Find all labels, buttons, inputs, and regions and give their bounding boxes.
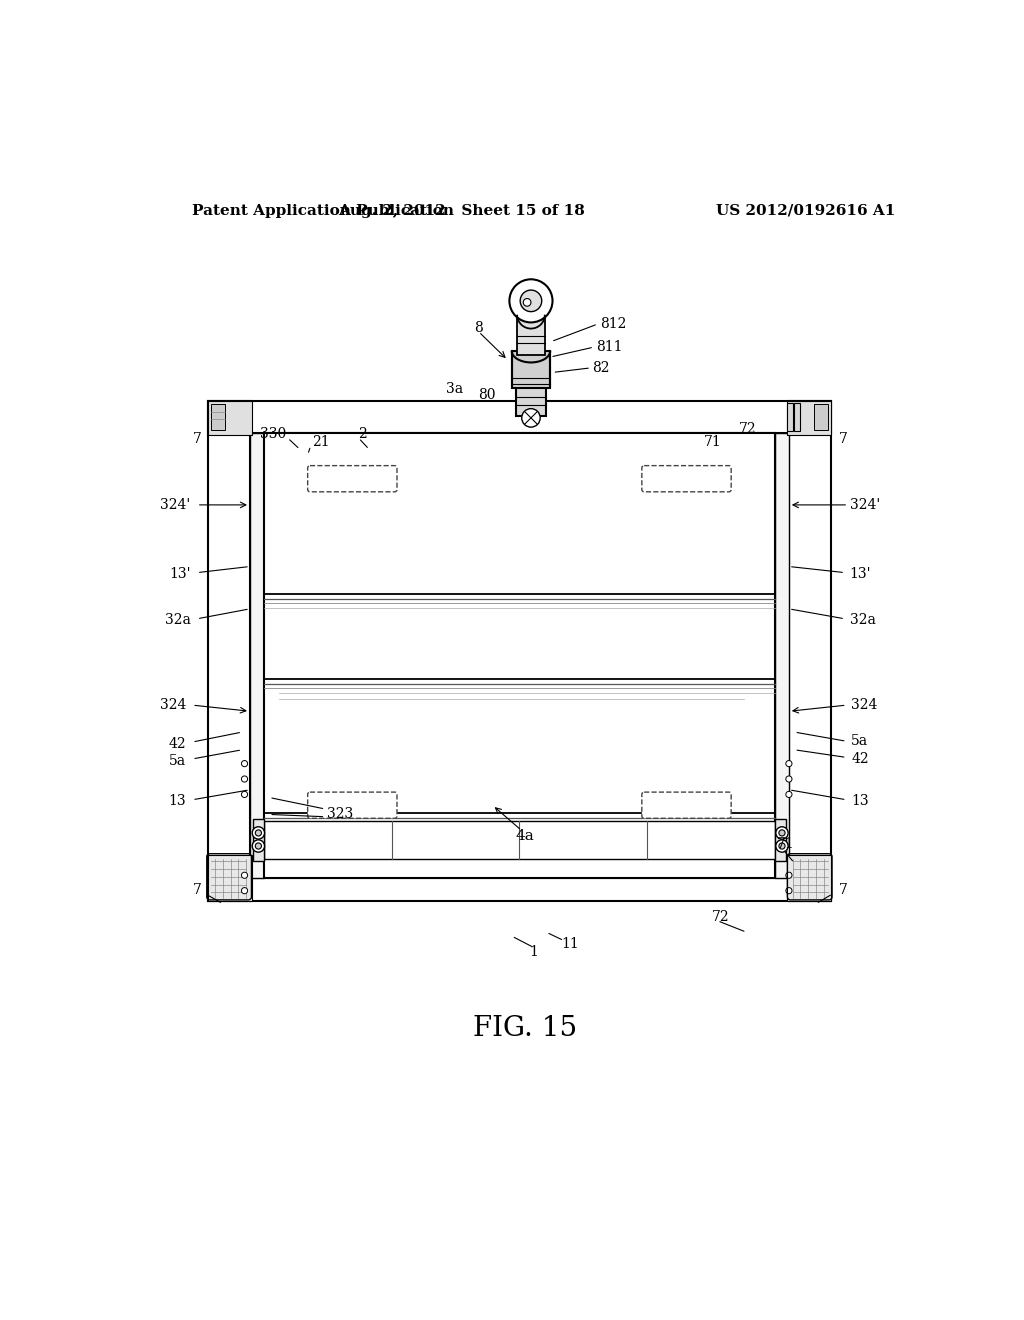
Bar — [788, 401, 831, 902]
Text: 13: 13 — [851, 795, 869, 808]
Bar — [208, 855, 252, 902]
Bar — [253, 818, 264, 861]
Text: 2: 2 — [358, 428, 368, 441]
Bar — [208, 401, 252, 434]
Bar — [264, 821, 775, 859]
Text: Aug. 2, 2012   Sheet 15 of 18: Aug. 2, 2012 Sheet 15 of 18 — [338, 203, 585, 218]
Text: 13: 13 — [168, 795, 186, 808]
Circle shape — [776, 826, 788, 840]
Text: US 2012/0192616 A1: US 2012/0192616 A1 — [716, 203, 895, 218]
Circle shape — [252, 840, 264, 853]
Text: 8: 8 — [474, 321, 483, 335]
Text: 82: 82 — [593, 360, 610, 375]
Text: 13': 13' — [169, 568, 190, 581]
Text: 1: 1 — [529, 945, 539, 958]
Circle shape — [242, 760, 248, 767]
FancyBboxPatch shape — [307, 792, 397, 818]
Text: 7: 7 — [193, 883, 202, 896]
Text: 7: 7 — [839, 433, 848, 446]
Circle shape — [785, 776, 792, 781]
Text: 324': 324' — [850, 498, 880, 512]
Bar — [775, 433, 788, 878]
Text: 11: 11 — [562, 937, 580, 950]
Circle shape — [242, 873, 248, 878]
Circle shape — [509, 280, 553, 322]
Text: 42: 42 — [851, 752, 869, 766]
Text: 72: 72 — [712, 909, 729, 924]
Text: 812: 812 — [600, 317, 627, 331]
Bar — [208, 878, 831, 902]
Circle shape — [520, 290, 542, 312]
Text: 5a: 5a — [169, 754, 186, 767]
Circle shape — [779, 830, 785, 836]
Text: 21: 21 — [312, 434, 330, 449]
Bar — [814, 404, 828, 430]
Text: 7: 7 — [839, 883, 848, 896]
Bar — [786, 404, 793, 430]
Text: Patent Application Publication: Patent Application Publication — [193, 203, 455, 218]
Text: 323: 323 — [327, 808, 353, 821]
Text: 324: 324 — [160, 698, 186, 711]
Text: 32a: 32a — [850, 614, 876, 627]
Circle shape — [521, 409, 541, 428]
Text: 72: 72 — [739, 422, 757, 437]
Circle shape — [242, 776, 248, 781]
Circle shape — [523, 298, 531, 306]
Circle shape — [255, 843, 261, 849]
Bar — [208, 401, 831, 433]
Bar — [795, 404, 801, 430]
Text: 330: 330 — [260, 428, 286, 441]
Bar — [515, 385, 547, 416]
Bar — [512, 351, 550, 388]
Text: 71: 71 — [705, 434, 722, 449]
FancyBboxPatch shape — [642, 792, 731, 818]
Circle shape — [785, 760, 792, 767]
Circle shape — [242, 887, 248, 894]
Circle shape — [785, 873, 792, 878]
Text: 4a: 4a — [515, 829, 535, 843]
Text: 3a: 3a — [446, 383, 463, 396]
Text: 32a: 32a — [165, 614, 190, 627]
Text: 13': 13' — [850, 568, 871, 581]
Text: 80: 80 — [478, 388, 496, 401]
Bar — [264, 433, 775, 878]
Bar — [786, 855, 831, 902]
Text: 7: 7 — [193, 433, 202, 446]
Circle shape — [242, 791, 248, 797]
Circle shape — [255, 830, 261, 836]
Bar — [250, 433, 264, 878]
Circle shape — [779, 843, 785, 849]
Text: 71: 71 — [777, 837, 795, 850]
Circle shape — [785, 887, 792, 894]
Text: 5a: 5a — [851, 734, 868, 748]
Text: 324: 324 — [851, 698, 878, 711]
Text: 42: 42 — [168, 737, 186, 751]
FancyBboxPatch shape — [642, 466, 731, 492]
Circle shape — [252, 826, 264, 840]
Text: FIG. 15: FIG. 15 — [473, 1015, 577, 1041]
Bar — [517, 317, 545, 355]
Bar — [208, 401, 250, 902]
Circle shape — [776, 840, 788, 853]
FancyBboxPatch shape — [307, 466, 397, 492]
Bar — [211, 404, 224, 430]
Text: 811: 811 — [596, 341, 623, 354]
Circle shape — [785, 791, 792, 797]
Bar — [775, 818, 785, 861]
Text: 324': 324' — [161, 498, 190, 512]
Bar — [786, 401, 831, 434]
